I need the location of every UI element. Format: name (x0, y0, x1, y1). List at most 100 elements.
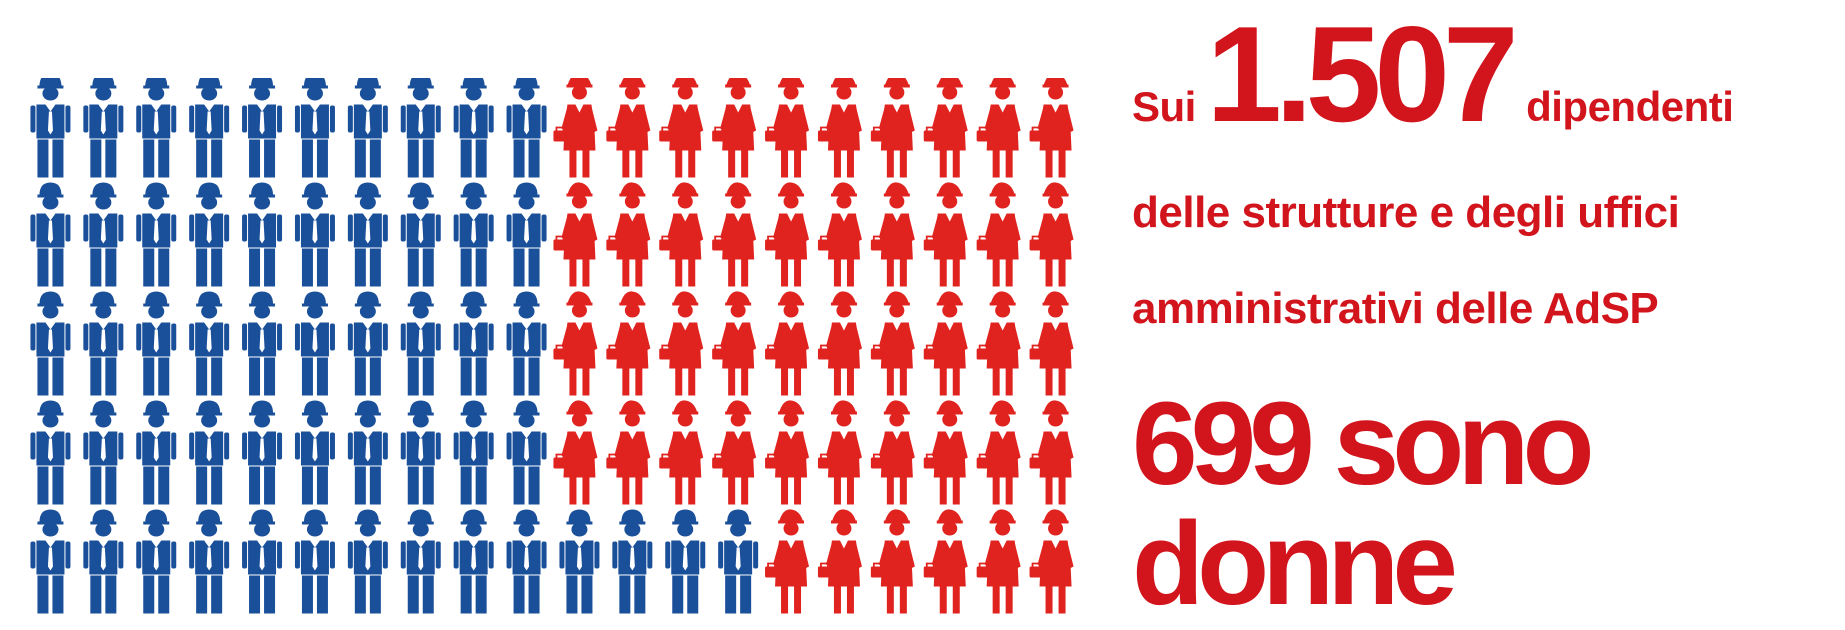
female-worker-icon (870, 291, 915, 396)
female-worker-icon (870, 400, 915, 505)
male-worker-icon (506, 509, 547, 614)
male-worker-icon (30, 291, 71, 396)
male-worker-icon (559, 509, 600, 614)
highlight-line-1: 699 sono (1132, 378, 1595, 510)
male-worker-icon (83, 291, 124, 396)
female-worker-icon (923, 400, 968, 505)
female-worker-icon (606, 291, 651, 396)
headline-total: Sui 1.507 dipendenti (1132, 6, 1734, 142)
female-worker-icon (606, 182, 651, 287)
female-worker-icon (976, 78, 1021, 178)
male-worker-icon (189, 78, 230, 178)
female-worker-icon (659, 182, 704, 287)
female-worker-icon (553, 400, 598, 505)
female-worker-icon (606, 400, 651, 505)
male-worker-icon (665, 509, 706, 614)
male-worker-icon (294, 400, 335, 505)
female-worker-icon (712, 400, 757, 505)
male-worker-icon (453, 291, 494, 396)
male-worker-icon (400, 400, 441, 505)
female-worker-icon (870, 182, 915, 287)
male-worker-icon (347, 400, 388, 505)
male-worker-icon (242, 291, 283, 396)
male-worker-icon (83, 400, 124, 505)
male-worker-icon (347, 78, 388, 178)
female-worker-icon (817, 400, 862, 505)
male-worker-icon (347, 291, 388, 396)
female-worker-icon (817, 291, 862, 396)
male-worker-icon (400, 509, 441, 614)
female-worker-icon (712, 182, 757, 287)
male-worker-icon (612, 509, 653, 614)
female-worker-icon (1029, 509, 1074, 614)
female-worker-icon (553, 182, 598, 287)
male-worker-icon (189, 182, 230, 287)
male-worker-icon (189, 400, 230, 505)
female-worker-icon (976, 291, 1021, 396)
male-worker-icon (242, 78, 283, 178)
female-worker-icon (659, 78, 704, 178)
female-worker-icon (606, 78, 651, 178)
female-worker-icon (976, 509, 1021, 614)
male-worker-icon (294, 291, 335, 396)
male-worker-icon (242, 509, 283, 614)
female-worker-icon (923, 78, 968, 178)
male-worker-icon (347, 509, 388, 614)
subtitle-line-2: amministrativi delle AdSP (1132, 284, 1659, 333)
female-worker-icon (976, 182, 1021, 287)
female-worker-icon (712, 291, 757, 396)
male-worker-icon (30, 78, 71, 178)
female-worker-icon (817, 78, 862, 178)
male-worker-icon (453, 509, 494, 614)
male-worker-icon (294, 78, 335, 178)
male-worker-icon (30, 509, 71, 614)
female-worker-icon (976, 400, 1021, 505)
female-worker-icon (817, 509, 862, 614)
male-worker-icon (506, 78, 547, 178)
male-worker-icon (347, 182, 388, 287)
male-worker-icon (718, 509, 759, 614)
male-worker-icon (506, 291, 547, 396)
male-worker-icon (189, 291, 230, 396)
male-worker-icon (506, 400, 547, 505)
female-worker-icon (765, 78, 810, 178)
female-worker-icon (765, 509, 810, 614)
female-worker-icon (923, 291, 968, 396)
female-worker-icon (923, 509, 968, 614)
male-worker-icon (136, 182, 177, 287)
male-worker-icon (242, 182, 283, 287)
male-worker-icon (83, 509, 124, 614)
female-worker-icon (870, 509, 915, 614)
people-pictogram (24, 78, 1082, 623)
male-worker-icon (400, 78, 441, 178)
intro-prefix: Sui (1132, 83, 1196, 130)
female-worker-icon (659, 291, 704, 396)
male-worker-icon (83, 78, 124, 178)
female-worker-icon (765, 182, 810, 287)
male-worker-icon (453, 400, 494, 505)
male-worker-icon (30, 182, 71, 287)
male-worker-icon (453, 78, 494, 178)
male-worker-icon (400, 182, 441, 287)
female-worker-icon (659, 400, 704, 505)
female-worker-icon (1029, 78, 1074, 178)
female-worker-icon (765, 400, 810, 505)
male-worker-icon (189, 509, 230, 614)
male-worker-icon (83, 182, 124, 287)
female-worker-icon (765, 291, 810, 396)
female-worker-icon (712, 78, 757, 178)
male-worker-icon (30, 400, 71, 505)
male-worker-icon (136, 509, 177, 614)
male-worker-icon (136, 78, 177, 178)
female-worker-icon (923, 182, 968, 287)
female-worker-icon (1029, 400, 1074, 505)
total-count: 1.507 (1206, 0, 1518, 150)
male-worker-icon (136, 400, 177, 505)
male-worker-icon (506, 182, 547, 287)
male-worker-icon (242, 400, 283, 505)
female-worker-icon (1029, 291, 1074, 396)
headline-panel: Sui 1.507 dipendenti delle strutture e d… (1132, 0, 1832, 625)
male-worker-icon (294, 509, 335, 614)
male-worker-icon (453, 182, 494, 287)
pictogram-grid (30, 78, 1074, 614)
